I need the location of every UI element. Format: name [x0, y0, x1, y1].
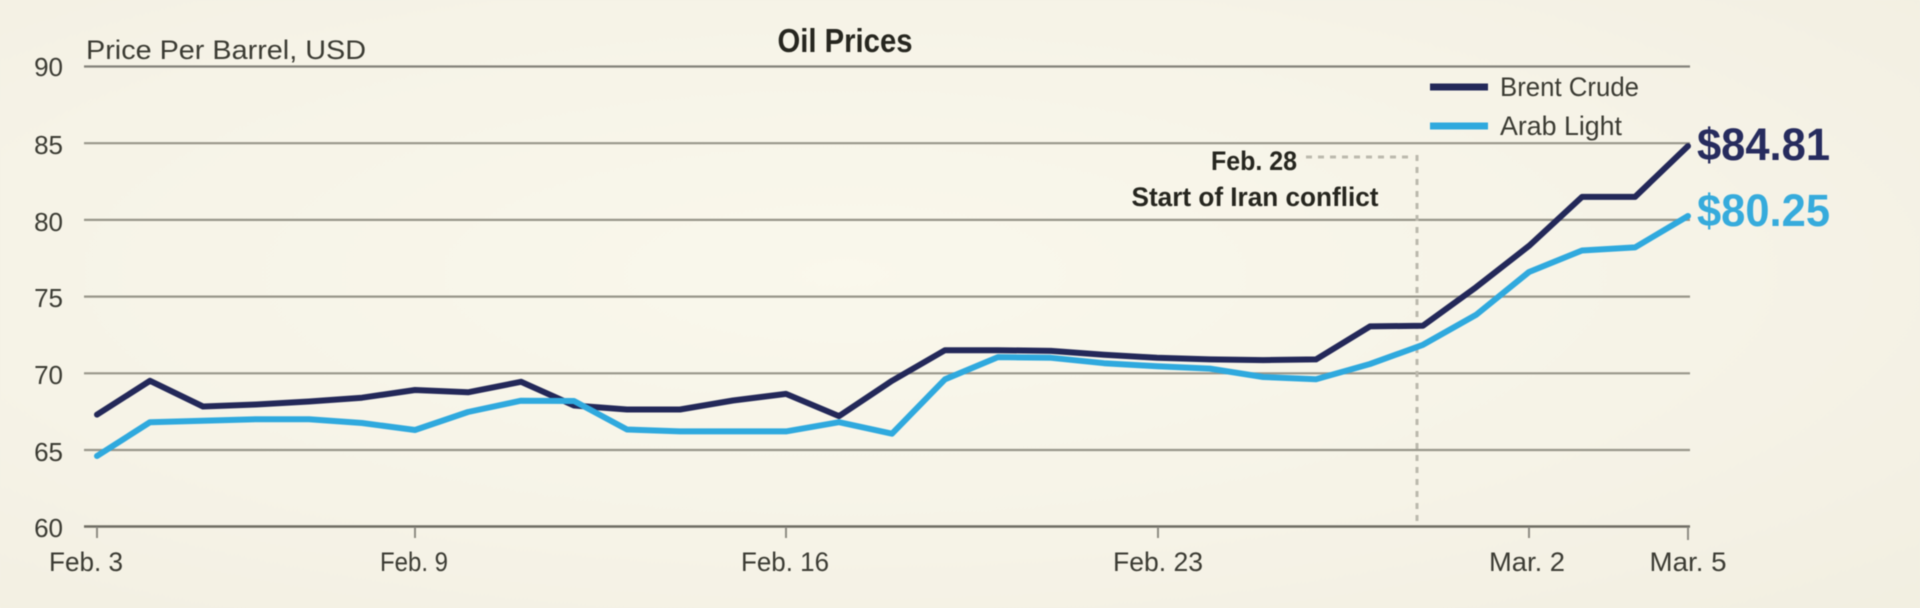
svg-text:Arab Light: Arab Light	[1500, 111, 1622, 141]
svg-text:90: 90	[34, 52, 63, 82]
svg-text:Brent Crude: Brent Crude	[1500, 72, 1639, 102]
svg-text:Mar. 2: Mar. 2	[1489, 547, 1565, 577]
svg-text:$80.25: $80.25	[1697, 185, 1830, 236]
svg-text:80: 80	[34, 207, 63, 237]
svg-text:Feb. 28: Feb. 28	[1211, 146, 1297, 176]
svg-text:Start of Iran conflict: Start of Iran conflict	[1132, 182, 1379, 212]
svg-text:Feb. 9: Feb. 9	[380, 547, 448, 577]
svg-text:$84.81: $84.81	[1697, 119, 1830, 170]
svg-text:70: 70	[34, 360, 63, 390]
svg-text:75: 75	[34, 283, 63, 313]
svg-text:Oil Prices: Oil Prices	[778, 22, 913, 59]
svg-text:60: 60	[34, 513, 63, 543]
svg-text:Feb. 23: Feb. 23	[1113, 547, 1203, 577]
svg-text:Feb. 3: Feb. 3	[49, 547, 123, 577]
svg-text:Feb. 16: Feb. 16	[741, 547, 829, 577]
svg-text:Mar. 5: Mar. 5	[1650, 547, 1727, 577]
svg-text:Price Per Barrel, USD: Price Per Barrel, USD	[86, 35, 366, 65]
svg-text:85: 85	[34, 130, 63, 160]
svg-text:65: 65	[34, 437, 63, 467]
